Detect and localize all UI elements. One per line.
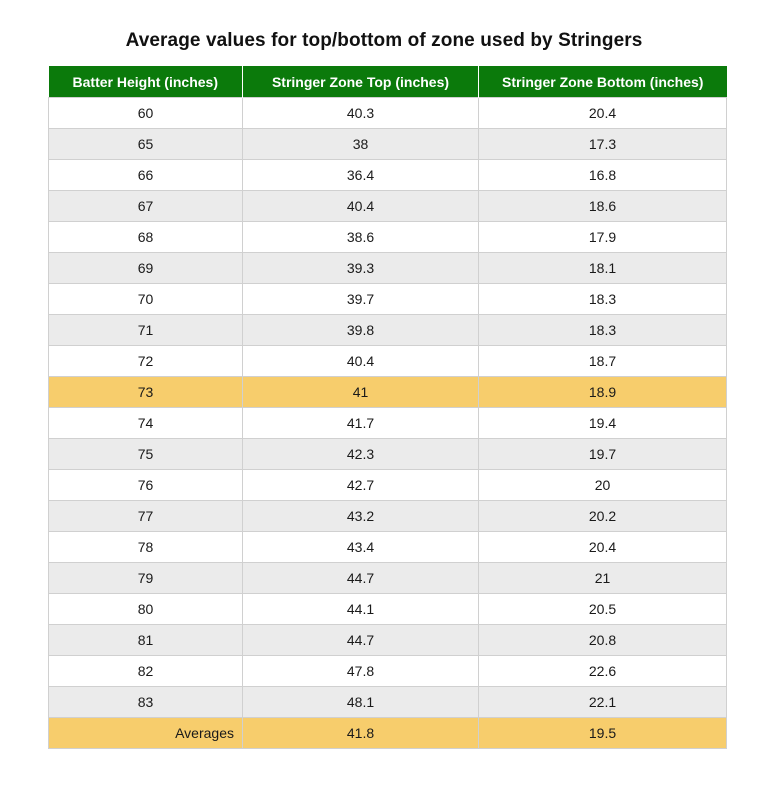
cell-zone-bottom: 20.2 (478, 500, 727, 532)
cell-batter-height: 80 (48, 593, 243, 625)
cell-batter-height: 78 (48, 531, 243, 563)
table-row: 82 47.8 22.6 (48, 655, 727, 687)
chart-title: Average values for top/bottom of zone us… (125, 30, 643, 51)
cell-zone-top: 42.7 (242, 469, 479, 501)
table-row: 71 39.8 18.3 (48, 314, 727, 346)
cell-zone-top: 41 (242, 376, 479, 408)
cell-zone-top: 38 (242, 128, 479, 160)
cell-zone-bottom: 17.9 (478, 221, 727, 253)
table-row: 66 36.4 16.8 (48, 159, 727, 191)
cell-batter-height: 70 (48, 283, 243, 315)
table-row: 79 44.7 21 (48, 562, 727, 594)
cell-zone-bottom: 20.4 (478, 97, 727, 129)
cell-batter-height: 72 (48, 345, 243, 377)
cell-batter-height: 81 (48, 624, 243, 656)
cell-batter-height: 71 (48, 314, 243, 346)
cell-zone-top: 40.4 (242, 190, 479, 222)
cell-zone-top: 48.1 (242, 686, 479, 718)
cell-zone-top: 40.3 (242, 97, 479, 129)
cell-zone-top: 40.4 (242, 345, 479, 377)
cell-batter-height: 69 (48, 252, 243, 284)
cell-zone-bottom: 19.7 (478, 438, 727, 470)
cell-zone-bottom: 18.3 (478, 314, 727, 346)
cell-zone-bottom: 20.5 (478, 593, 727, 625)
table-row: 83 48.1 22.1 (48, 686, 727, 718)
table-row: 80 44.1 20.5 (48, 593, 727, 625)
cell-zone-top: 43.2 (242, 500, 479, 532)
cell-zone-bottom: 18.1 (478, 252, 727, 284)
table-row: 69 39.3 18.1 (48, 252, 727, 284)
cell-batter-height: 79 (48, 562, 243, 594)
cell-zone-top: 39.3 (242, 252, 479, 284)
cell-batter-height: 83 (48, 686, 243, 718)
cell-zone-bottom: 18.3 (478, 283, 727, 315)
cell-batter-height: 74 (48, 407, 243, 439)
table-row: 67 40.4 18.6 (48, 190, 727, 222)
cell-zone-top: 38.6 (242, 221, 479, 253)
cell-zone-bottom: 22.1 (478, 686, 727, 718)
table-row: 60 40.3 20.4 (48, 97, 727, 129)
cell-batter-height: 65 (48, 128, 243, 160)
cell-zone-bottom: 22.6 (478, 655, 727, 687)
cell-zone-top: 47.8 (242, 655, 479, 687)
cell-batter-height: 73 (48, 376, 243, 408)
table-row: 68 38.6 17.9 (48, 221, 727, 253)
cell-zone-top: 36.4 (242, 159, 479, 191)
cell-zone-top: 43.4 (242, 531, 479, 563)
cell-batter-height: 82 (48, 655, 243, 687)
table-row: 74 41.7 19.4 (48, 407, 727, 439)
cell-batter-height: 66 (48, 159, 243, 191)
average-zone-bottom: 19.5 (478, 717, 727, 749)
table-row: 81 44.7 20.8 (48, 624, 727, 656)
cell-zone-bottom: 18.6 (478, 190, 727, 222)
averages-row: Averages 41.8 19.5 (48, 717, 727, 749)
cell-batter-height: 60 (48, 97, 243, 129)
header-zone-bottom: Stringer Zone Bottom (inches) (478, 66, 727, 98)
average-zone-top: 41.8 (242, 717, 479, 749)
cell-zone-bottom: 18.9 (478, 376, 727, 408)
header-row: Batter Height (inches) Stringer Zone Top… (48, 66, 727, 98)
cell-batter-height: 67 (48, 190, 243, 222)
cell-zone-top: 39.7 (242, 283, 479, 315)
cell-batter-height: 75 (48, 438, 243, 470)
cell-zone-bottom: 20.4 (478, 531, 727, 563)
table-row: 65 38 17.3 (48, 128, 727, 160)
table-row: 70 39.7 18.3 (48, 283, 727, 315)
cell-zone-bottom: 20 (478, 469, 727, 501)
cell-batter-height: 68 (48, 221, 243, 253)
cell-zone-bottom: 17.3 (478, 128, 727, 160)
cell-zone-top: 41.7 (242, 407, 479, 439)
table-row: 76 42.7 20 (48, 469, 727, 501)
cell-zone-bottom: 21 (478, 562, 727, 594)
cell-zone-top: 42.3 (242, 438, 479, 470)
cell-zone-bottom: 18.7 (478, 345, 727, 377)
cell-batter-height: 76 (48, 469, 243, 501)
cell-zone-top: 44.7 (242, 562, 479, 594)
table-row: 73 41 18.9 (48, 376, 727, 408)
averages-label: Averages (48, 717, 243, 749)
cell-batter-height: 77 (48, 500, 243, 532)
table-row: 77 43.2 20.2 (48, 500, 727, 532)
cell-zone-bottom: 16.8 (478, 159, 727, 191)
cell-zone-top: 39.8 (242, 314, 479, 346)
table-row: 72 40.4 18.7 (48, 345, 727, 377)
header-batter-height: Batter Height (inches) (48, 66, 243, 98)
zone-table: Batter Height (inches) Stringer Zone Top… (48, 66, 727, 749)
table-row: 78 43.4 20.4 (48, 531, 727, 563)
header-zone-top: Stringer Zone Top (inches) (242, 66, 479, 98)
table-row: 75 42.3 19.7 (48, 438, 727, 470)
table-body: 60 40.3 20.4 65 38 17.3 66 36.4 16.8 67 40.4 18.6 68… (48, 97, 727, 749)
cell-zone-top: 44.7 (242, 624, 479, 656)
cell-zone-bottom: 20.8 (478, 624, 727, 656)
cell-zone-top: 44.1 (242, 593, 479, 625)
cell-zone-bottom: 19.4 (478, 407, 727, 439)
